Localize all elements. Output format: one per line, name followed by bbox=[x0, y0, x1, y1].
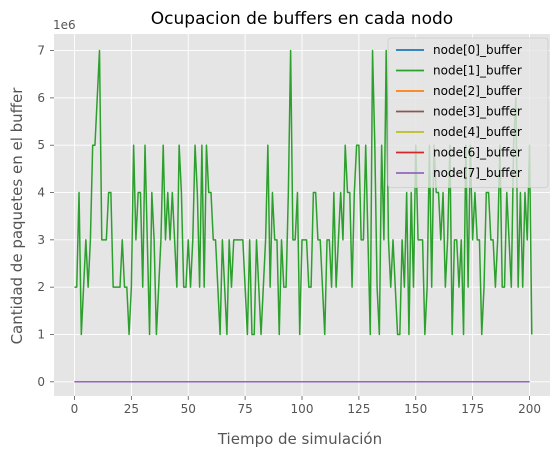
y-tick-label: 2 bbox=[37, 280, 45, 294]
y-axis-label: Cantidad de paquetes en el buffer bbox=[8, 87, 26, 345]
y-tick-label: 6 bbox=[37, 91, 45, 105]
series-line-node1-buffer bbox=[74, 49, 533, 336]
x-tick-label: 25 bbox=[124, 402, 139, 416]
y-tick-label: 4 bbox=[37, 186, 45, 200]
chart-title: Ocupacion de buffers en cada nodo bbox=[151, 9, 453, 29]
x-tick-label: 75 bbox=[237, 402, 252, 416]
legend-box bbox=[387, 37, 549, 188]
legend-label-node3-buffer: node[3]_buffer bbox=[433, 105, 522, 119]
x-ticks: 0 25 50 75 100 125 150 175 200 bbox=[71, 396, 541, 416]
legend-label-node4-buffer: node[4]_buffer bbox=[433, 125, 522, 139]
y-ticks: 0 1 2 3 4 5 6 7 bbox=[37, 44, 54, 389]
legend: node[0]_buffer node[1]_buffer node[2]_buff… bbox=[387, 37, 549, 188]
x-tick-label: 200 bbox=[518, 402, 541, 416]
y-tick-label: 5 bbox=[37, 138, 45, 152]
legend-label-node2-buffer: node[2]_buffer bbox=[433, 84, 522, 98]
y-multiplier-label: 1e6 bbox=[53, 18, 76, 32]
y-tick-label: 7 bbox=[37, 44, 45, 58]
legend-label-node6-buffer: node[6]_buffer bbox=[433, 146, 522, 160]
legend-label-node1-buffer: node[1]_buffer bbox=[433, 64, 522, 78]
y-tick-label: 1 bbox=[37, 327, 45, 341]
x-tick-label: 150 bbox=[404, 402, 427, 416]
x-axis-label: Tiempo de simulación bbox=[217, 430, 382, 448]
legend-label-node0-buffer: node[0]_buffer bbox=[433, 43, 522, 57]
x-tick-label: 100 bbox=[291, 402, 314, 416]
y-tick-label: 0 bbox=[37, 375, 45, 389]
x-tick-label: 125 bbox=[347, 402, 370, 416]
x-tick-label: 0 bbox=[71, 402, 79, 416]
series-layer bbox=[74, 49, 533, 383]
x-tick-label: 175 bbox=[461, 402, 484, 416]
legend-label-node7-buffer: node[7]_buffer bbox=[433, 166, 522, 180]
y-tick-label: 3 bbox=[37, 233, 45, 247]
x-tick-label: 50 bbox=[181, 402, 196, 416]
